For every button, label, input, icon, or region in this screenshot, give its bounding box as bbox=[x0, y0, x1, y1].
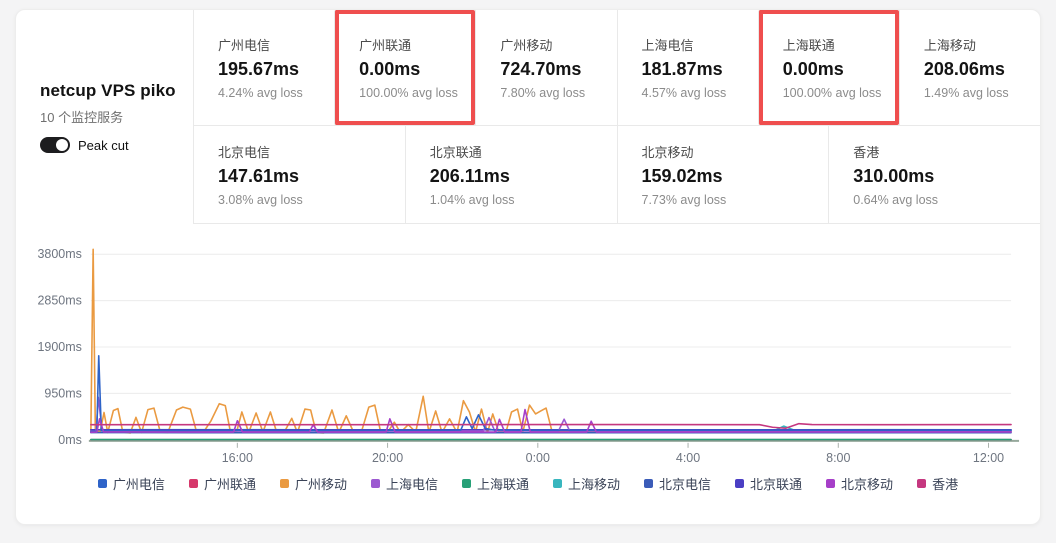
stat-card-title: 上海联通 bbox=[783, 35, 889, 54]
legend-swatch-icon bbox=[553, 479, 562, 488]
stat-card-latency: 208.06ms bbox=[924, 59, 1030, 80]
chart-legend: 广州电信 广州联通 广州移动 上海电信 上海联通 上海移动 北京电信 北京联通 北京移动 香港 bbox=[16, 468, 1040, 493]
legend-item[interactable]: 广州联通 bbox=[189, 474, 256, 493]
x-axis-label: 8:00 bbox=[826, 451, 850, 465]
series-line-广州移动 bbox=[91, 249, 1011, 433]
legend-label: 广州移动 bbox=[295, 474, 347, 493]
stat-cards-grid: 广州电信 195.67ms 4.24% avg loss 广州联通 0.00ms 100.… bbox=[193, 10, 1040, 224]
stat-card: 上海移动 208.06ms 1.49% avg loss bbox=[899, 10, 1040, 125]
stat-card-title: 广州联通 bbox=[359, 35, 465, 54]
legend-item[interactable]: 上海移动 bbox=[553, 474, 620, 493]
y-axis-label: 1900ms bbox=[38, 340, 82, 354]
stat-card: 香港 310.00ms 0.64% avg loss bbox=[828, 126, 1040, 223]
x-axis-label: 0:00 bbox=[526, 451, 550, 465]
monitor-panel: netcup VPS piko 10 个监控服务 Peak cut 广州电信 19… bbox=[15, 9, 1041, 525]
y-axis-label: 2850ms bbox=[38, 294, 82, 308]
stat-card-latency: 0.00ms bbox=[783, 59, 889, 80]
legend-swatch-icon bbox=[917, 479, 926, 488]
legend-label: 北京移动 bbox=[841, 474, 893, 493]
stat-card-title: 北京联通 bbox=[430, 142, 607, 161]
monitor-count: 10 个监控服务 bbox=[40, 107, 183, 126]
latency-chart[interactable]: 0ms 950ms 1900ms 2850ms 3800ms 16:00 20:00 0:00… bbox=[16, 224, 1040, 493]
legend-item[interactable]: 上海电信 bbox=[371, 474, 438, 493]
x-axis-label: 20:00 bbox=[372, 451, 403, 465]
stat-card-loss: 4.24% avg loss bbox=[218, 84, 324, 102]
legend-item[interactable]: 北京联通 bbox=[735, 474, 802, 493]
stat-card-title: 北京移动 bbox=[642, 142, 819, 161]
stat-card: 广州电信 195.67ms 4.24% avg loss bbox=[194, 10, 334, 125]
y-axis-label: 950ms bbox=[44, 386, 81, 400]
legend-label: 香港 bbox=[932, 474, 958, 493]
legend-swatch-icon bbox=[371, 479, 380, 488]
stat-cards-row: 北京电信 147.61ms 3.08% avg loss 北京联通 206.11ms 1.… bbox=[194, 125, 1040, 224]
peak-cut-toggle[interactable] bbox=[40, 137, 70, 153]
stat-card-loss: 7.73% avg loss bbox=[642, 191, 819, 209]
stat-card-latency: 724.70ms bbox=[500, 59, 606, 80]
stat-card-loss: 0.64% avg loss bbox=[853, 191, 1030, 209]
legend-swatch-icon bbox=[826, 479, 835, 488]
x-axis-label: 12:00 bbox=[973, 451, 1004, 465]
stat-card: 北京联通 206.11ms 1.04% avg loss bbox=[405, 126, 617, 223]
stat-card-loss: 1.04% avg loss bbox=[430, 191, 607, 209]
legend-swatch-icon bbox=[280, 479, 289, 488]
stat-card-latency: 147.61ms bbox=[218, 166, 395, 187]
stat-card: 广州移动 724.70ms 7.80% avg loss bbox=[475, 10, 616, 125]
legend-item[interactable]: 北京移动 bbox=[826, 474, 893, 493]
peak-cut-row: Peak cut bbox=[40, 137, 183, 153]
stat-card-loss: 4.57% avg loss bbox=[642, 84, 748, 102]
stat-card-latency: 195.67ms bbox=[218, 59, 324, 80]
stat-card-alert: 广州联通 0.00ms 100.00% avg loss bbox=[334, 10, 475, 125]
legend-swatch-icon bbox=[644, 479, 653, 488]
legend-item[interactable]: 广州移动 bbox=[280, 474, 347, 493]
legend-label: 上海移动 bbox=[568, 474, 620, 493]
latency-chart-canvas[interactable]: 0ms 950ms 1900ms 2850ms 3800ms 16:00 20:00 0:00… bbox=[16, 236, 1040, 468]
stat-card-title: 上海移动 bbox=[924, 35, 1030, 54]
stat-card-title: 上海电信 bbox=[642, 35, 748, 54]
stat-card-loss: 100.00% avg loss bbox=[359, 84, 465, 102]
stat-card-latency: 206.11ms bbox=[430, 166, 607, 187]
legend-swatch-icon bbox=[98, 479, 107, 488]
stat-card-loss: 7.80% avg loss bbox=[500, 84, 606, 102]
x-axis-label: 16:00 bbox=[222, 451, 253, 465]
legend-swatch-icon bbox=[189, 479, 198, 488]
stat-card: 北京移动 159.02ms 7.73% avg loss bbox=[617, 126, 829, 223]
server-info: netcup VPS piko 10 个监控服务 Peak cut bbox=[16, 10, 193, 224]
legend-swatch-icon bbox=[735, 479, 744, 488]
stat-card-latency: 159.02ms bbox=[642, 166, 819, 187]
legend-item[interactable]: 广州电信 bbox=[98, 474, 165, 493]
toggle-knob bbox=[56, 139, 68, 151]
legend-swatch-icon bbox=[462, 479, 471, 488]
stat-card-title: 广州电信 bbox=[218, 35, 324, 54]
server-title: netcup VPS piko bbox=[40, 81, 183, 101]
legend-label: 北京联通 bbox=[750, 474, 802, 493]
stat-card-latency: 310.00ms bbox=[853, 166, 1030, 187]
stat-card-loss: 100.00% avg loss bbox=[783, 84, 889, 102]
legend-label: 上海联通 bbox=[477, 474, 529, 493]
stat-card-title: 北京电信 bbox=[218, 142, 395, 161]
stats-section: netcup VPS piko 10 个监控服务 Peak cut 广州电信 19… bbox=[16, 10, 1040, 224]
legend-label: 北京电信 bbox=[659, 474, 711, 493]
stat-card-latency: 0.00ms bbox=[359, 59, 465, 80]
y-axis-label: 3800ms bbox=[38, 247, 82, 261]
stat-card: 北京电信 147.61ms 3.08% avg loss bbox=[194, 126, 405, 223]
y-axis-label: 0ms bbox=[58, 433, 82, 447]
stat-cards-row: 广州电信 195.67ms 4.24% avg loss 广州联通 0.00ms 100.… bbox=[194, 10, 1040, 125]
stat-card-loss: 3.08% avg loss bbox=[218, 191, 395, 209]
stat-card-loss: 1.49% avg loss bbox=[924, 84, 1030, 102]
stat-card-title: 广州移动 bbox=[500, 35, 606, 54]
peak-cut-label: Peak cut bbox=[78, 138, 129, 153]
stat-card-alert: 上海联通 0.00ms 100.00% avg loss bbox=[758, 10, 899, 125]
stat-card-title: 香港 bbox=[853, 142, 1030, 161]
x-axis-label: 4:00 bbox=[676, 451, 700, 465]
legend-label: 广州联通 bbox=[204, 474, 256, 493]
legend-item[interactable]: 北京电信 bbox=[644, 474, 711, 493]
legend-label: 上海电信 bbox=[386, 474, 438, 493]
stat-card: 上海电信 181.87ms 4.57% avg loss bbox=[617, 10, 758, 125]
legend-item[interactable]: 上海联通 bbox=[462, 474, 529, 493]
stat-card-latency: 181.87ms bbox=[642, 59, 748, 80]
legend-label: 广州电信 bbox=[113, 474, 165, 493]
legend-item[interactable]: 香港 bbox=[917, 474, 958, 493]
